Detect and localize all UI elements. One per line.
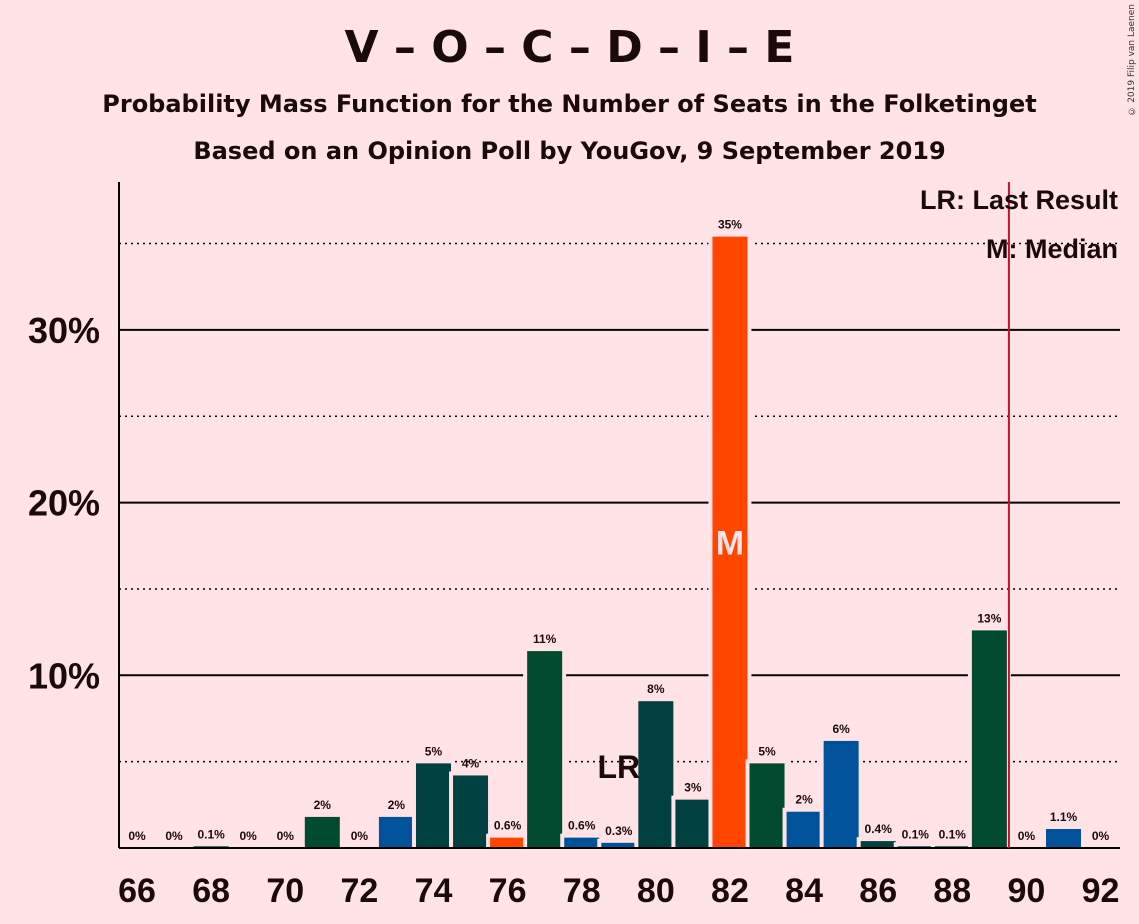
- bar-71: [304, 816, 340, 848]
- markers: M LR: [597, 182, 1010, 848]
- bar-label-85: 6%: [832, 722, 850, 736]
- x-tick-80: 80: [637, 872, 675, 910]
- legend-last-result: LR: Last Result: [920, 185, 1118, 215]
- x-tick-66: 66: [118, 872, 156, 910]
- bar-label-74: 5%: [425, 744, 443, 758]
- x-tick-84: 84: [785, 872, 823, 910]
- bar-76: [490, 837, 526, 848]
- bar-label-66: 0%: [128, 829, 146, 843]
- bar-label-88: 0.1%: [939, 827, 967, 841]
- bar-label-81: 3%: [684, 781, 702, 795]
- chart-subtitle: Probability Mass Function for the Number…: [102, 90, 1037, 118]
- bar-84: [786, 811, 822, 848]
- tick-labels: 66 68 70 72 74 76 78 80 82 84 86 88 90 92 10% 20% 30%: [28, 310, 1120, 910]
- bar-label-91: 1.1%: [1050, 810, 1078, 824]
- bar-label-71: 2%: [314, 798, 332, 812]
- chart-source-subtitle: Based on an Opinion Poll by YouGov, 9 Se…: [193, 137, 946, 165]
- x-tick-88: 88: [933, 872, 971, 910]
- bar-label-83: 5%: [758, 744, 776, 758]
- bar-label-69: 0%: [240, 829, 258, 843]
- bar-label-86: 0.4%: [865, 822, 893, 836]
- bar-73: [378, 816, 414, 848]
- bar-halo: [189, 842, 233, 848]
- legend-median: M: Median: [986, 234, 1118, 264]
- bar-85: [823, 740, 859, 848]
- bar-label-87: 0.1%: [902, 827, 930, 841]
- bar-label-73: 2%: [388, 798, 406, 812]
- x-tick-90: 90: [1008, 872, 1046, 910]
- bar-label-78: 0.6%: [568, 819, 596, 833]
- bar-label-76: 0.6%: [494, 819, 522, 833]
- bar-74: [415, 763, 451, 848]
- bar-label-70: 0%: [277, 829, 295, 843]
- median-marker: M: [716, 524, 744, 562]
- x-tick-78: 78: [563, 872, 601, 910]
- bar-label-92: 0%: [1092, 829, 1110, 843]
- bar-77: [527, 651, 563, 848]
- axes: [118, 182, 1120, 849]
- x-tick-86: 86: [859, 872, 897, 910]
- y-tick-10: 10%: [28, 655, 100, 696]
- x-tick-72: 72: [340, 872, 378, 910]
- bar-83: [749, 763, 785, 848]
- bar-label-84: 2%: [795, 793, 813, 807]
- bar-value-labels: 0% 0% 0.1% 0% 0% 2% 0% 2% 5% 4% 0.6% 11% 0.6% 0.3% 8% 3…: [128, 218, 1109, 843]
- last-result-marker: LR: [597, 749, 640, 785]
- bar-91: [1046, 829, 1081, 848]
- y-tick-30: 30%: [28, 310, 100, 351]
- x-tick-74: 74: [415, 872, 453, 910]
- bar-halo: [893, 842, 937, 848]
- bar-label-79: 0.3%: [605, 824, 633, 838]
- bar-label-89: 13%: [977, 611, 1001, 625]
- bar-81: [675, 799, 711, 848]
- gridlines: [119, 242, 1120, 763]
- bar-label-77: 11%: [533, 632, 557, 646]
- bar-79: [601, 842, 637, 848]
- x-tick-70: 70: [266, 872, 304, 910]
- bar-89: [971, 630, 1007, 848]
- bar-82: [712, 236, 748, 849]
- bar-label-82: 35%: [718, 218, 742, 232]
- bars: [189, 232, 1085, 849]
- bar-label-72: 0%: [351, 829, 369, 843]
- bar-86: [860, 841, 896, 848]
- bar-78: [564, 837, 600, 848]
- x-tick-68: 68: [192, 872, 230, 910]
- bar-label-80: 8%: [647, 682, 665, 696]
- x-tick-76: 76: [489, 872, 527, 910]
- bar-75: [453, 775, 489, 848]
- x-tick-82: 82: [711, 872, 749, 910]
- bar-halo: [930, 842, 974, 848]
- bar-label-67: 0%: [165, 829, 183, 843]
- chart-title: V – O – C – D – I – E: [344, 22, 795, 73]
- bar-label-75: 4%: [462, 756, 480, 770]
- bar-label-68: 0.1%: [197, 827, 225, 841]
- x-tick-92: 92: [1082, 872, 1120, 910]
- y-tick-20: 20%: [28, 483, 100, 524]
- bar-label-90: 0%: [1018, 829, 1036, 843]
- bar-80: [638, 701, 674, 848]
